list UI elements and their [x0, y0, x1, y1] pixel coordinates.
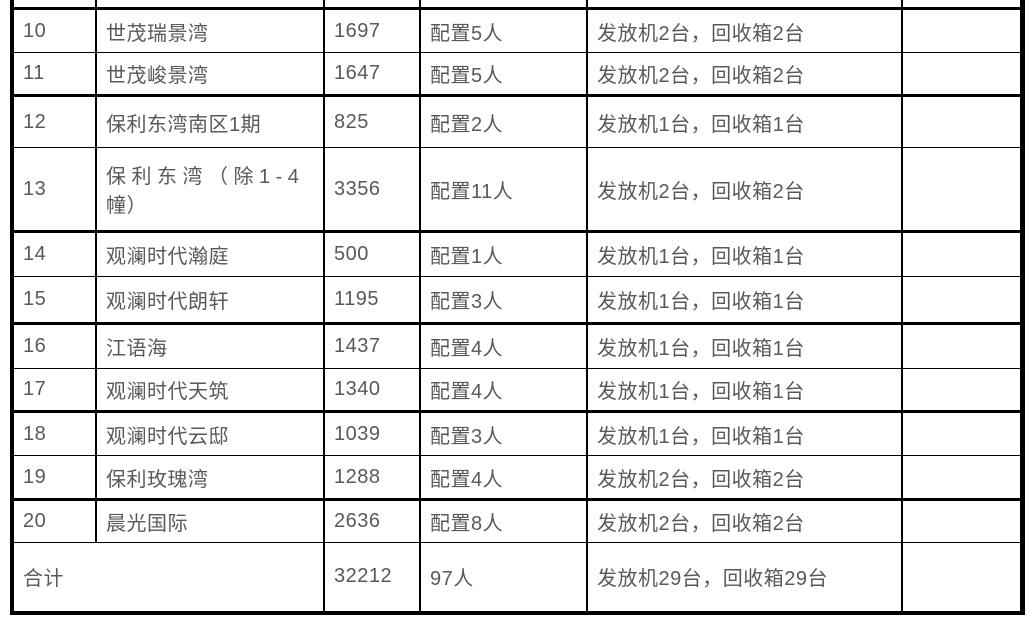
partial-cell — [901, 0, 1023, 9]
cell-row-number: 14 — [11, 230, 97, 277]
cell-total-label: 合计 — [11, 542, 325, 613]
cell-row-number: 10 — [11, 7, 97, 53]
cell-equipment: 发放机1台，回收箱1台 — [586, 322, 903, 369]
cell-total-equipment: 发放机29台，回收箱29台 — [586, 542, 903, 613]
cell-staffing: 配置3人 — [419, 410, 588, 456]
cell-community-name: 观澜时代天筑 — [95, 368, 325, 412]
cell-community-name: 世茂瑞景湾 — [95, 7, 325, 53]
table-row: 16 江语海 1437 配置4人 发放机1台，回收箱1台 — [11, 322, 1023, 369]
cell-note — [901, 94, 1023, 148]
table-row: 13 保利东湾（除1-4 幢） 3356 配置11人 发放机2台，回收箱2台 — [11, 147, 1023, 232]
table-row: 12 保利东湾南区1期 825 配置2人 发放机1台，回收箱1台 — [11, 94, 1023, 148]
cell-total-count: 32212 — [323, 542, 421, 613]
cell-community-name: 保利玫瑰湾 — [95, 455, 325, 500]
total-row: 合计 32212 97人 发放机29台，回收箱29台 — [11, 542, 1023, 613]
cell-staffing: 配置4人 — [419, 322, 588, 369]
partial-cell — [323, 0, 421, 9]
cell-note — [901, 368, 1023, 412]
table-row: 10 世茂瑞景湾 1697 配置5人 发放机2台，回收箱2台 — [11, 7, 1023, 53]
cell-note — [901, 322, 1023, 369]
cell-note — [901, 498, 1023, 543]
cell-staffing: 配置1人 — [419, 230, 588, 277]
table-row: 15 观澜时代朗轩 1195 配置3人 发放机1台，回收箱1台 — [11, 276, 1023, 324]
cell-community-name: 保利东湾南区1期 — [95, 94, 325, 148]
cell-community-name: 观澜时代瀚庭 — [95, 230, 325, 277]
cell-household-count: 1697 — [323, 7, 421, 53]
allocation-table: 10 世茂瑞景湾 1697 配置5人 发放机2台，回收箱2台 11 世茂峻景湾 1647 配置5… — [10, 0, 1025, 615]
cell-equipment: 发放机1台，回收箱1台 — [586, 410, 903, 456]
cell-row-number: 11 — [11, 52, 97, 96]
cell-note — [901, 7, 1023, 53]
cell-household-count: 1647 — [323, 52, 421, 96]
partial-cell — [11, 0, 97, 9]
partial-cell — [419, 0, 588, 9]
cell-row-number: 17 — [11, 368, 97, 412]
cell-household-count: 1195 — [323, 276, 421, 324]
cell-community-name: 观澜时代朗轩 — [95, 276, 325, 324]
cell-staffing: 配置5人 — [419, 52, 588, 96]
cell-staffing: 配置4人 — [419, 368, 588, 412]
partial-cell — [95, 0, 325, 9]
cell-community-name: 观澜时代云邸 — [95, 410, 325, 456]
cell-row-number: 16 — [11, 322, 97, 369]
cell-row-number: 18 — [11, 410, 97, 456]
cell-row-number: 12 — [11, 94, 97, 148]
partial-cell — [586, 0, 903, 9]
cell-equipment: 发放机2台，回收箱2台 — [586, 7, 903, 53]
cell-equipment: 发放机1台，回收箱1台 — [586, 94, 903, 148]
cell-note — [901, 230, 1023, 277]
cell-note — [901, 276, 1023, 324]
cell-equipment: 发放机2台，回收箱2台 — [586, 52, 903, 96]
cell-staffing: 配置5人 — [419, 7, 588, 53]
cell-total-staffing: 97人 — [419, 542, 588, 613]
table-row: 14 观澜时代瀚庭 500 配置1人 发放机1台，回收箱1台 — [11, 230, 1023, 277]
cell-staffing: 配置11人 — [419, 147, 588, 232]
cell-staffing: 配置2人 — [419, 94, 588, 148]
table-row: 20 晨光国际 2636 配置8人 发放机2台，回收箱2台 — [11, 498, 1023, 543]
cell-equipment: 发放机2台，回收箱2台 — [586, 147, 903, 232]
table-row: 17 观澜时代天筑 1340 配置4人 发放机1台，回收箱1台 — [11, 368, 1023, 412]
cell-note — [901, 147, 1023, 232]
table-row: 19 保利玫瑰湾 1288 配置4人 发放机2台，回收箱2台 — [11, 455, 1023, 500]
cell-community-name: 世茂峻景湾 — [95, 52, 325, 96]
cell-community-name: 晨光国际 — [95, 498, 325, 543]
cell-row-number: 13 — [11, 147, 97, 232]
partial-row — [11, 0, 1023, 9]
cell-note — [901, 410, 1023, 456]
cell-row-number: 15 — [11, 276, 97, 324]
cell-staffing: 配置3人 — [419, 276, 588, 324]
cell-household-count: 825 — [323, 94, 421, 148]
cell-household-count: 3356 — [323, 147, 421, 232]
cell-note — [901, 455, 1023, 500]
cell-row-number: 19 — [11, 455, 97, 500]
cell-staffing: 配置4人 — [419, 455, 588, 500]
table-body: 10 世茂瑞景湾 1697 配置5人 发放机2台，回收箱2台 11 世茂峻景湾 1647 配置5… — [11, 0, 1023, 613]
cell-note — [901, 542, 1023, 613]
cell-household-count: 1039 — [323, 410, 421, 456]
cell-equipment: 发放机1台，回收箱1台 — [586, 276, 903, 324]
cell-household-count: 1288 — [323, 455, 421, 500]
cell-equipment: 发放机2台，回收箱2台 — [586, 498, 903, 543]
table-row: 18 观澜时代云邸 1039 配置3人 发放机1台，回收箱1台 — [11, 410, 1023, 456]
cell-equipment: 发放机1台，回收箱1台 — [586, 368, 903, 412]
name-line: 幢） — [106, 195, 147, 217]
name-line: 保利东湾（除1-4 — [106, 166, 305, 188]
cell-household-count: 1340 — [323, 368, 421, 412]
table-row: 11 世茂峻景湾 1647 配置5人 发放机2台，回收箱2台 — [11, 52, 1023, 96]
cell-community-name: 保利东湾（除1-4 幢） — [95, 147, 325, 232]
cell-household-count: 1437 — [323, 322, 421, 369]
cell-household-count: 2636 — [323, 498, 421, 543]
cell-equipment: 发放机1台，回收箱1台 — [586, 230, 903, 277]
cell-row-number: 20 — [11, 498, 97, 543]
cell-staffing: 配置8人 — [419, 498, 588, 543]
cell-community-name: 江语海 — [95, 322, 325, 369]
cell-note — [901, 52, 1023, 96]
cell-equipment: 发放机2台，回收箱2台 — [586, 455, 903, 500]
cell-household-count: 500 — [323, 230, 421, 277]
